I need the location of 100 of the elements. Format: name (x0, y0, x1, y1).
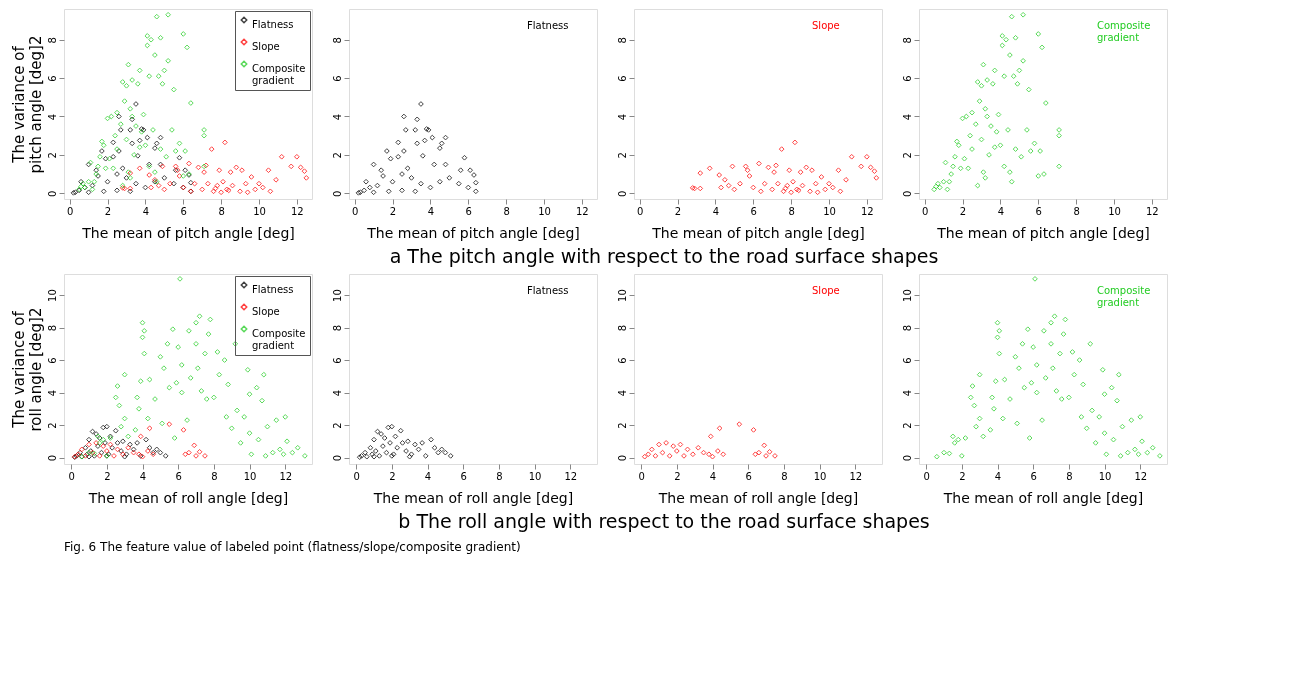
caption: Fig. 6 The feature value of labeled point (flatness/slope/composite gradient) (64, 540, 521, 554)
point (218, 189, 224, 196)
y-tick-label: 6 (616, 357, 628, 364)
point (388, 423, 395, 430)
x-tick-label: 6 (180, 205, 187, 217)
point (467, 167, 474, 174)
point (385, 188, 392, 195)
point (146, 172, 153, 178)
point (86, 441, 92, 448)
point (114, 440, 121, 446)
point (421, 137, 428, 144)
point (415, 446, 422, 453)
point (191, 180, 198, 187)
point (127, 127, 134, 133)
point (145, 448, 151, 454)
y-tick-label: 4 (616, 389, 628, 397)
x-tick-label: 8 (1073, 205, 1080, 217)
point (182, 167, 189, 174)
y-tick-label: 0 (46, 190, 58, 197)
point (252, 186, 259, 193)
point (248, 174, 255, 180)
x-axis-title: The mean of pitch angle [deg] (81, 224, 295, 241)
y-tick-label: 2 (616, 422, 628, 429)
point (273, 176, 279, 183)
y-tick-label: 0 (46, 454, 58, 462)
point (803, 164, 810, 171)
point (652, 453, 659, 459)
y-tick-label: 10 (901, 289, 913, 302)
point (186, 449, 192, 456)
point (389, 178, 396, 185)
point (826, 180, 832, 187)
point (414, 140, 420, 147)
y-tick-label: 4 (46, 389, 58, 397)
y-tick-label: 0 (616, 190, 628, 197)
text: Composite gradient (1097, 20, 1151, 43)
point (742, 163, 749, 170)
point (372, 448, 379, 454)
point (677, 441, 684, 448)
point (401, 113, 407, 120)
point (103, 448, 110, 454)
point (143, 436, 149, 443)
x-tick-label: 2 (674, 205, 682, 217)
x-tick-label: 0 (638, 470, 645, 482)
x-tick-label: 6 (460, 470, 467, 482)
point (176, 173, 183, 179)
point (180, 427, 187, 433)
point (363, 178, 369, 185)
point (378, 167, 385, 174)
x-tick-label: 2 (104, 470, 111, 482)
point (706, 165, 713, 172)
point (716, 425, 723, 432)
point (718, 184, 724, 191)
x-tick-label: 8 (1066, 470, 1073, 482)
point (361, 187, 367, 194)
x-tick-label: 0 (351, 205, 359, 217)
point (697, 185, 704, 192)
point (799, 182, 806, 189)
y-tick-label: 2 (901, 152, 913, 159)
point (763, 453, 769, 459)
y-axis-title: The variance of pitch angle [deg]2 (9, 35, 45, 174)
x-tick-label: 6 (465, 205, 472, 217)
x-tick-label: 4 (142, 205, 150, 217)
x-tick-label: 8 (211, 470, 218, 482)
x-tick-label: 10 (253, 205, 266, 217)
point (100, 188, 107, 195)
point (85, 189, 92, 196)
x-tick-label: 2 (674, 470, 681, 482)
point (431, 161, 438, 168)
point (756, 160, 762, 167)
point (205, 180, 211, 187)
point (216, 167, 223, 174)
point (112, 427, 119, 434)
point (750, 184, 757, 191)
x-tick-label: 10 (813, 470, 827, 482)
y-tick-label: 6 (46, 357, 58, 364)
y-tick-label: 4 (901, 113, 913, 121)
point (395, 153, 402, 160)
x-tick-label: 0 (68, 470, 75, 482)
point (288, 163, 295, 170)
point (641, 453, 648, 460)
point (294, 153, 300, 160)
point (442, 449, 449, 456)
point (148, 184, 154, 191)
point (761, 442, 768, 449)
point (267, 188, 274, 195)
legend-label: Flatness (252, 19, 294, 30)
point (867, 164, 874, 171)
y-tick-label: 6 (901, 75, 913, 82)
x-tick-label: 2 (389, 205, 397, 217)
y-tick-label: 8 (331, 37, 343, 44)
point (442, 161, 449, 168)
point (120, 438, 126, 445)
point (461, 154, 468, 161)
point (737, 180, 743, 187)
y-tick-label: 8 (901, 324, 913, 332)
point (736, 421, 743, 428)
point (199, 186, 206, 193)
point (729, 163, 736, 170)
y-tick-label: 0 (901, 454, 913, 462)
point (797, 169, 804, 175)
